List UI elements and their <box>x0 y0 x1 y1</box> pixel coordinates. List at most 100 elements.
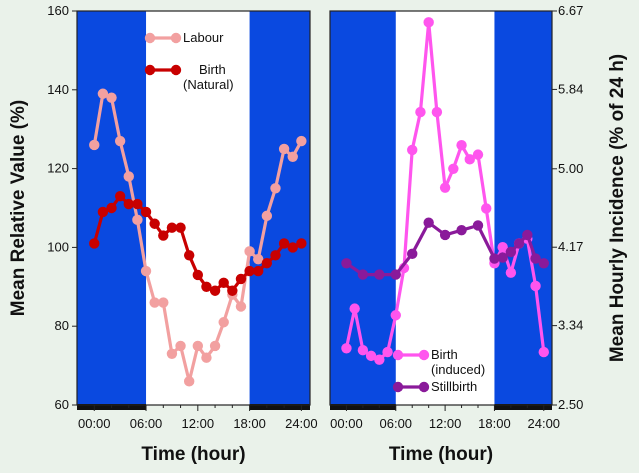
data-point <box>374 354 385 365</box>
data-point <box>357 269 369 280</box>
legend-label: Stillbirth <box>431 379 477 394</box>
legend-label: Labour <box>183 30 224 45</box>
data-point <box>270 250 281 261</box>
plot-frame <box>329 10 553 406</box>
y-tick-label: 80 <box>55 318 69 333</box>
data-point <box>218 317 229 328</box>
y-tick-label: 3.34 <box>558 318 583 333</box>
data-point <box>407 144 418 156</box>
data-point <box>407 248 418 260</box>
x-tick-label: 24:00 <box>528 416 561 431</box>
y-tick-label: 5.00 <box>558 161 583 176</box>
data-point <box>106 202 117 214</box>
right-chart-panel: 2.50 3.34 4.17 5.00 5.84 6.67 00:00 06:00 12:00 1… <box>329 3 628 465</box>
data-point <box>390 269 401 280</box>
data-point <box>106 92 117 103</box>
x-axis-label: Time (hour) <box>389 444 493 465</box>
legend-label: Birth (Natural) <box>183 62 234 92</box>
y-axis-label: Mean Relative Value (%) <box>8 100 29 316</box>
data-point <box>296 135 307 147</box>
data-point <box>497 252 508 263</box>
data-point <box>175 222 186 233</box>
data-point <box>439 182 451 193</box>
data-point <box>448 163 459 174</box>
y-tick-label: 100 <box>47 239 69 254</box>
data-point <box>235 301 247 312</box>
data-point <box>270 183 281 194</box>
data-point <box>253 254 264 265</box>
data-point <box>538 346 549 358</box>
data-point <box>166 348 178 359</box>
night-shading-band <box>330 11 396 405</box>
data-point <box>287 151 298 162</box>
data-point <box>235 273 247 285</box>
data-point <box>244 265 255 277</box>
legend-swatch-dot <box>418 381 430 393</box>
legend-label: Birth (induced) <box>431 347 485 377</box>
data-point <box>123 171 134 182</box>
data-point <box>505 246 517 258</box>
left-chart-panel: 60 80 100 120 140 160 00:00 06:00 12:00 18:00 24:0… <box>8 3 318 465</box>
data-point <box>456 225 467 236</box>
data-point <box>374 269 385 280</box>
data-point <box>497 242 508 253</box>
y-tick-label: 6.67 <box>558 3 583 18</box>
y-tick-label: 4.17 <box>558 239 583 254</box>
data-point <box>149 297 160 308</box>
y-tick-label: 5.84 <box>558 81 583 96</box>
x-tick-label: 18:00 <box>478 416 511 431</box>
x-tick-label: 00:00 <box>78 416 111 431</box>
data-point <box>149 218 160 229</box>
data-point <box>183 250 195 261</box>
data-point <box>209 285 221 296</box>
data-point <box>472 149 484 160</box>
data-point <box>505 267 517 278</box>
data-point <box>218 277 229 289</box>
data-point <box>439 229 451 241</box>
data-point <box>456 139 467 151</box>
data-point <box>415 106 426 118</box>
night-bar <box>249 404 310 410</box>
data-point <box>166 222 178 233</box>
x-tick-label: 12:00 <box>429 416 462 431</box>
x-tick-label: 12:00 <box>182 416 215 431</box>
data-point <box>296 238 307 249</box>
data-point <box>175 340 186 352</box>
legend-swatch-dot <box>144 64 156 76</box>
data-point <box>382 346 393 358</box>
data-point <box>423 17 434 28</box>
data-point <box>261 257 273 269</box>
night-shading-band <box>249 11 310 405</box>
data-point <box>513 238 525 249</box>
y-tick-label: 160 <box>47 3 69 18</box>
x-tick-label: 18:00 <box>233 416 266 431</box>
data-point <box>261 210 273 222</box>
data-point <box>423 217 434 228</box>
data-point <box>341 343 352 354</box>
data-point <box>489 253 500 264</box>
data-point <box>341 258 352 269</box>
y-tick-label: 140 <box>47 82 69 97</box>
x-tick-label: 06:00 <box>130 416 163 431</box>
data-point <box>158 230 169 241</box>
data-point <box>123 198 134 210</box>
data-point <box>227 285 238 296</box>
x-axis-label: Time (hour) <box>141 444 245 465</box>
legend-swatch-dot <box>418 349 430 361</box>
data-point <box>97 88 109 99</box>
data-point <box>209 340 221 352</box>
data-point <box>140 265 152 277</box>
legend-swatch-dot <box>170 64 182 76</box>
data-point <box>431 106 443 118</box>
data-point <box>201 352 212 363</box>
night-bar <box>494 404 552 410</box>
y-tick-label: 60 <box>55 397 69 412</box>
data-point <box>201 281 212 292</box>
data-point <box>278 143 290 155</box>
data-point <box>287 242 298 253</box>
series-line <box>345 221 545 277</box>
data-point <box>365 350 377 362</box>
data-point <box>158 297 169 308</box>
data-point <box>244 246 255 257</box>
